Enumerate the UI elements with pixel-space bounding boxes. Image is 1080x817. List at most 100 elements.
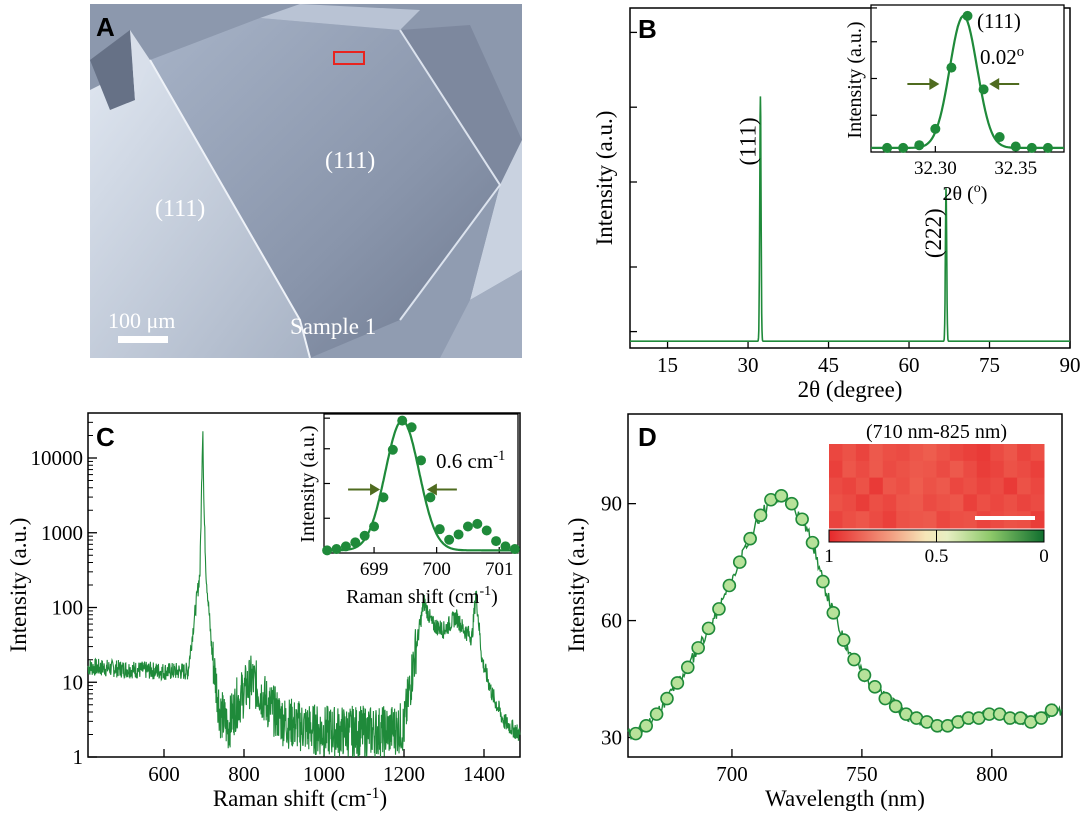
fwhm-arrowhead-left	[370, 483, 381, 496]
heatmap-cell	[1003, 477, 1018, 495]
chart-c-main: 1 10 100 1000 10000 600 800 1000 1200 1400 Raman s…	[6, 412, 521, 811]
data-point	[722, 578, 737, 593]
heatmap-cell	[990, 444, 1005, 462]
x-tick-label: 1200	[383, 762, 425, 786]
heatmap-cell	[1003, 460, 1018, 479]
data-point	[322, 545, 333, 556]
data-point	[994, 132, 1005, 143]
x-tick-label: 90	[1060, 353, 1080, 377]
x-tick-label: 32.30	[914, 158, 957, 179]
heatmap-cell	[1003, 444, 1018, 462]
data-point	[784, 496, 799, 511]
heatmap-cell	[909, 477, 924, 495]
data-point	[774, 489, 789, 503]
data-point	[753, 508, 768, 523]
heatmap-cell	[882, 494, 897, 512]
x-tick-label: 1400	[463, 762, 505, 786]
x-tick-label: 701	[485, 559, 514, 580]
heatmap-cell	[923, 477, 937, 495]
heatmap-cell	[1017, 477, 1031, 495]
x-tick-label: 45	[818, 353, 839, 377]
data-point	[836, 633, 851, 647]
data-point	[701, 621, 716, 636]
heatmap-cell	[869, 444, 884, 462]
data-point	[888, 699, 903, 714]
colorbar-tick-label: 0	[1039, 546, 1049, 567]
y-tick-label: 60	[601, 609, 622, 633]
heatmap-cell	[976, 444, 991, 462]
heatmap-cell	[896, 444, 911, 462]
x-tick-label: 15	[657, 353, 678, 377]
y-axis-label: Intensity (a.u.)	[592, 111, 617, 246]
heatmap-cell	[909, 511, 924, 529]
heatmap-cell	[882, 477, 897, 495]
data-point	[670, 676, 685, 690]
inset-frame	[870, 4, 1065, 153]
fwhm-label: 0.6 cm-1	[436, 448, 505, 473]
heatmap-cell	[909, 460, 924, 479]
data-point	[805, 535, 820, 550]
x-tick-label: 699	[360, 559, 389, 580]
data-point	[406, 422, 417, 433]
data-point	[826, 605, 841, 620]
heatmap-cell	[949, 494, 964, 512]
x-axis-label: Raman shift (cm-1)	[213, 785, 387, 811]
heatmap-cell	[990, 460, 1005, 479]
data-point	[387, 444, 398, 455]
x-tick-label: 32.35	[994, 158, 1037, 179]
heatmap-cell	[936, 477, 951, 495]
data-point	[331, 544, 342, 555]
data-point	[868, 680, 882, 694]
data-point	[914, 140, 925, 151]
x-tick-label: 60	[899, 353, 920, 377]
heatmap-cell	[976, 494, 991, 512]
heatmap-cell	[963, 477, 978, 495]
sample-label: Sample 1	[290, 314, 376, 339]
data-point	[491, 536, 502, 547]
heatmap-cell	[963, 444, 978, 462]
heatmap-cell	[1017, 444, 1031, 462]
panel-label-b: B	[638, 14, 657, 44]
data-point	[509, 544, 520, 555]
heatmap-cell	[909, 444, 924, 462]
chart-d-inset: (710 nm-825 nm) 1 0.5 0	[824, 421, 1049, 567]
heatmap-cell	[869, 477, 884, 495]
y-axis-label: Intensity (a.u.)	[6, 518, 31, 653]
data-point	[847, 652, 861, 667]
scale-bar	[118, 336, 168, 343]
x-tick-label: 75	[979, 353, 1000, 377]
data-point	[898, 142, 909, 153]
heatmap-cell	[842, 444, 857, 462]
data-point	[481, 525, 492, 536]
data-point	[340, 541, 351, 552]
data-point	[397, 415, 408, 426]
heatmap-cell	[923, 511, 937, 529]
chart-c-inset: 699 700 701 0.6 cm-1 Raman shift (cm-1) Inten…	[297, 413, 520, 608]
data-point	[444, 534, 455, 545]
chart-b-main: 15 30 45 60 75 90 (111) (222) 2θ (degree) Intensi…	[592, 7, 1080, 402]
heatmap-cell	[855, 511, 870, 529]
x-tick-label: 750	[846, 762, 878, 786]
data-point	[660, 691, 674, 706]
face-label-center: (111)	[325, 148, 375, 174]
heatmap-cell	[976, 460, 991, 479]
series-line	[627, 490, 1063, 741]
heatmap-cell	[963, 460, 978, 479]
y-tick-label: 10000	[31, 446, 84, 470]
data-point	[712, 602, 726, 616]
heatmap-cell	[896, 511, 911, 529]
face-label-left: (111)	[155, 196, 205, 222]
data-point	[628, 726, 643, 741]
series-line	[87, 431, 521, 758]
fwhm-label: 0.02o	[980, 44, 1024, 69]
heatmap-cell	[869, 460, 884, 479]
heatmap-cell	[829, 477, 843, 495]
data-point	[743, 531, 757, 546]
heatmap-cell	[949, 444, 964, 462]
heatmap-cell	[1030, 494, 1045, 512]
heatmap-cell	[1030, 444, 1045, 462]
y-tick-label: 10	[62, 670, 83, 694]
heatmap-cell	[1017, 460, 1031, 479]
data-point	[649, 707, 664, 721]
